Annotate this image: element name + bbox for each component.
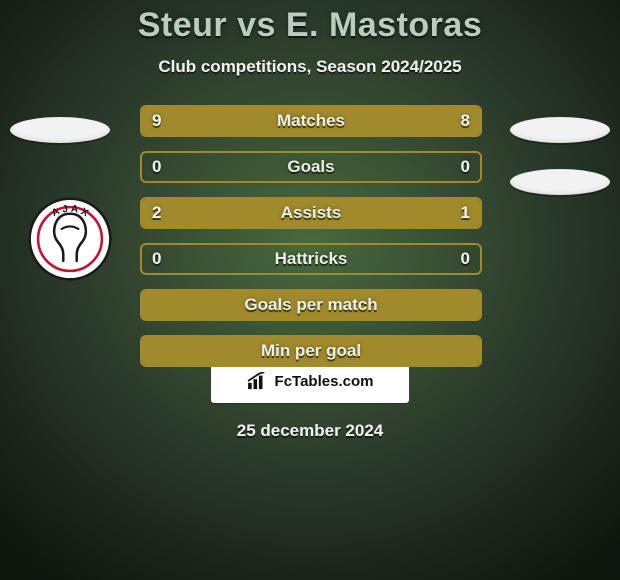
stat-row-assists: Assists21 (140, 197, 482, 229)
bar-fill-left (142, 199, 367, 227)
page-title: Steur vs E. Mastoras (0, 6, 620, 45)
stat-label: Goals (142, 153, 480, 181)
stat-row-hattricks: Hattricks0 0 (140, 243, 482, 275)
stat-label: Hattricks (142, 245, 480, 273)
stat-value-left: 9 (142, 107, 171, 135)
date-text: 25 december 2024 (237, 421, 384, 440)
stat-value-left: 2 (142, 199, 171, 227)
subtitle: Club competitions, Season 2024/2025 (0, 57, 620, 77)
stat-value-left: 0 (142, 153, 171, 181)
stat-value-right: 1 (451, 199, 480, 227)
bar-fill-full (142, 337, 480, 365)
bar-fill-full (142, 291, 480, 319)
stat-bars: Matches98Goals00Assists21Hattricks00Goal… (140, 105, 482, 381)
stat-row-goals-per-match: Goals per match (140, 289, 482, 321)
stat-value-left: 0 (142, 245, 171, 273)
subtitle-text: Club competitions, Season 2024/2025 (158, 57, 461, 76)
stat-value-right: 0 (451, 245, 480, 273)
player-right-oval-2 (510, 169, 610, 195)
stat-row-min-per-goal: Min per goal (140, 335, 482, 367)
date-label: 25 december 2024 (0, 421, 620, 441)
player-right-oval-1 (510, 117, 610, 143)
stat-row-matches: Matches98 (140, 105, 482, 137)
title-text: Steur vs E. Mastoras (138, 6, 482, 44)
stat-value-right: 0 (451, 153, 480, 181)
stat-value-right: 8 (451, 107, 480, 135)
ajax-badge-icon: A J A X (28, 197, 112, 281)
stat-row-goals: Goals0 0 (140, 151, 482, 183)
player-left-oval (10, 117, 110, 143)
